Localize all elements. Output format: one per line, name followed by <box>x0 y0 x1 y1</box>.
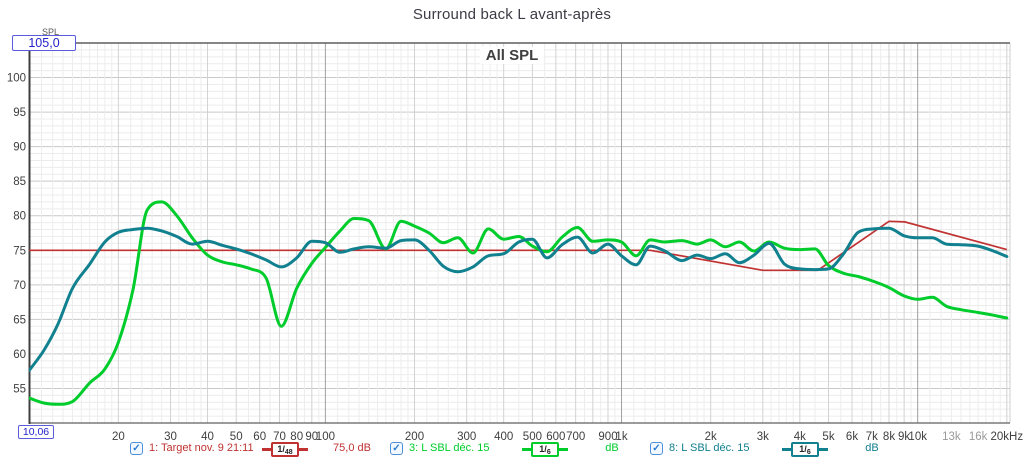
x-tick-label: 200 <box>405 431 424 443</box>
smoothing-indicator: 1/6 <box>522 442 568 457</box>
trace-line-icon <box>299 448 308 451</box>
legend-level: 75,0 dB <box>333 442 371 454</box>
checkbox-checked-icon[interactable]: ✓ <box>130 442 143 455</box>
x-tick-label: 5k <box>822 431 834 443</box>
x-tick-label: 13k <box>942 431 961 443</box>
legend-label[interactable]: 8: L SBL déc. 15 <box>669 442 750 454</box>
smoothing-value: 1/48 <box>271 442 299 457</box>
x-tick-label: 900 <box>598 431 617 443</box>
x-tick-label: 7k <box>866 431 878 443</box>
x-tick-label: 10k <box>908 431 927 443</box>
legend-item-before[interactable]: ✓ 3: L SBL déc. 15 1/6 dB <box>390 441 650 458</box>
y-tick-label: 70 <box>13 280 26 292</box>
y-tick-label: 75 <box>13 245 26 257</box>
trace-line-icon <box>559 448 568 451</box>
checkbox-checked-icon[interactable]: ✓ <box>390 442 403 455</box>
smoothing-indicator: 1/6 <box>782 442 828 457</box>
x-tick-label: 9k <box>898 431 910 443</box>
y-tick-label: 100 <box>7 73 26 85</box>
y-tick-label: 60 <box>13 349 26 361</box>
x-tick-label: 100 <box>316 431 335 443</box>
legend-item-after[interactable]: ✓ 8: L SBL déc. 15 1/6 dB <box>650 441 910 458</box>
page-title: Surround back L avant-après <box>412 6 612 23</box>
x-tick-label: 40 <box>201 431 214 443</box>
x-tick-label: 70 <box>273 431 286 443</box>
x-tick-label: 90 <box>305 431 318 443</box>
x-tick-label: 80 <box>290 431 303 443</box>
x-tick-label: 60 <box>253 431 266 443</box>
legend-item-target[interactable]: ✓ 1: Target nov. 9 21:11 1/48 75,0 dB <box>130 441 390 458</box>
legend-label[interactable]: 1: Target nov. 9 21:11 <box>149 442 254 454</box>
x-tick-label: 600 <box>546 431 565 443</box>
trace-target <box>29 220 1008 272</box>
x-tick-label: 2k <box>705 431 717 443</box>
y-tick-label: 55 <box>13 383 26 395</box>
trace-after <box>29 226 1009 372</box>
trace-line-icon <box>819 448 828 451</box>
y-tick-label: 85 <box>13 176 26 188</box>
trace-before <box>29 200 1009 406</box>
smoothing-value: 1/6 <box>531 442 559 457</box>
x-axis-min-box[interactable]: 10,06 <box>18 425 54 439</box>
trace-line-icon <box>522 448 531 451</box>
checkbox-checked-icon[interactable]: ✓ <box>650 442 663 455</box>
x-tick-label: 3k <box>757 431 769 443</box>
y-tick-label: 95 <box>13 107 26 119</box>
x-tick-label: 4k <box>794 431 806 443</box>
trace-line-icon <box>262 448 271 451</box>
legend: ✓ 1: Target nov. 9 21:11 1/48 75,0 dB ✓ … <box>130 441 910 458</box>
x-tick-label: 30 <box>164 431 177 443</box>
x-tick-label: 50 <box>230 431 243 443</box>
smoothing-value: 1/6 <box>791 442 819 457</box>
y-tick-label: 80 <box>13 211 26 223</box>
x-tick-label: 8k <box>883 431 895 443</box>
y-axis-unit-label: SPL <box>42 27 60 37</box>
y-tick-label: 65 <box>13 314 26 326</box>
x-tick-label: 300 <box>457 431 476 443</box>
smoothing-indicator: 1/48 <box>262 442 308 457</box>
y-tick-label: 90 <box>13 142 26 154</box>
x-tick-label: 500 <box>523 431 542 443</box>
legend-level: dB <box>865 442 879 454</box>
x-tick-label: 20 <box>112 431 125 443</box>
legend-level: dB <box>605 442 619 454</box>
y-axis-max-box[interactable]: 105,0 <box>12 35 76 51</box>
x-tick-label: 20kHz <box>990 431 1023 443</box>
x-tick-label: 1k <box>615 431 627 443</box>
x-tick-label: 400 <box>494 431 513 443</box>
trace-line-icon <box>782 448 791 451</box>
x-tick-label: 700 <box>566 431 585 443</box>
legend-label[interactable]: 3: L SBL déc. 15 <box>409 442 490 454</box>
x-tick-label: 16k <box>969 431 988 443</box>
x-tick-label: 6k <box>846 431 858 443</box>
